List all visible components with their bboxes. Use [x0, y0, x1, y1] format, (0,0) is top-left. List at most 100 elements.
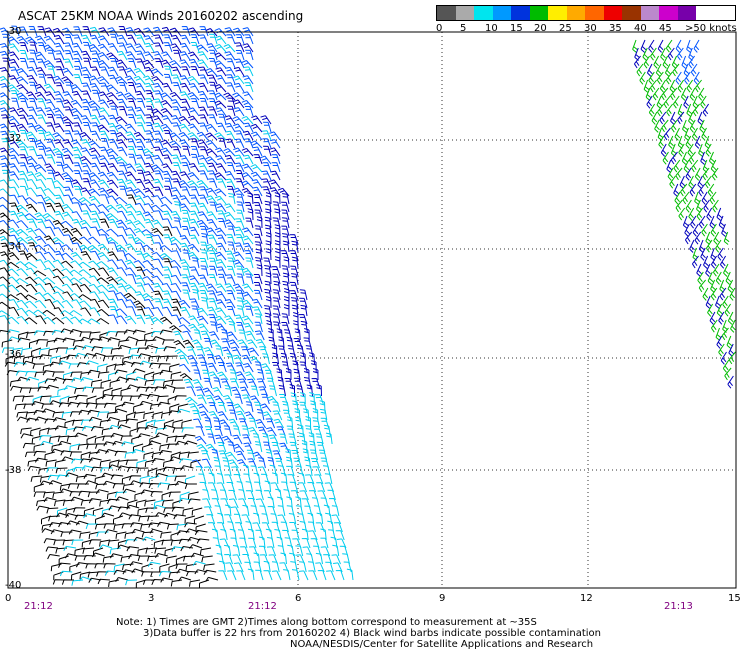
wind-barb: [169, 403, 180, 413]
wind-barb: [193, 515, 205, 525]
wind-barb: [149, 362, 162, 368]
wind-barb: [107, 122, 119, 133]
wind-barb: [320, 546, 331, 557]
wind-barb: [684, 223, 690, 237]
wind-barb: [171, 306, 182, 317]
wind-barb: [306, 384, 313, 397]
wind-barb: [187, 180, 200, 189]
wind-barb: [232, 434, 243, 445]
wind-barb: [190, 138, 200, 149]
wind-barb: [25, 236, 38, 245]
wind-barb: [101, 512, 115, 518]
wind-barb: [182, 289, 191, 301]
wind-barb: [320, 537, 329, 549]
wind-barb: [241, 299, 254, 309]
wind-barb: [688, 175, 694, 189]
wind-barb: [88, 188, 101, 197]
wind-barb: [43, 497, 57, 503]
wind-barb: [96, 261, 110, 269]
wind-barb: [675, 199, 683, 213]
wind-barb: [241, 60, 254, 69]
wind-barb: [223, 425, 232, 437]
wind-barb: [171, 506, 185, 512]
wind-barb: [59, 488, 73, 494]
wind-barb: [265, 427, 277, 437]
wind-barb: [108, 290, 119, 301]
wind-barb: [633, 55, 641, 69]
wind-barb: [270, 482, 281, 493]
wind-barb: [137, 547, 149, 556]
wind-barb: [152, 371, 164, 380]
wind-barb: [159, 369, 173, 375]
wind-barb: [226, 162, 236, 173]
wind-barb: [136, 467, 149, 474]
wind-barb: [163, 346, 177, 352]
wind-barb: [98, 267, 110, 277]
wind-barb: [197, 211, 209, 221]
wind-barb: [133, 188, 146, 197]
wind-barb: [153, 146, 164, 157]
wind-barb: [232, 92, 245, 101]
wind-barb: [244, 34, 254, 45]
wind-barb: [35, 251, 47, 261]
wind-barb: [108, 314, 119, 325]
wind-barb: [179, 203, 191, 213]
wind-barb: [195, 426, 205, 437]
wind-barb: [236, 289, 245, 301]
wind-barb: [308, 570, 318, 581]
wind-barb: [214, 251, 227, 261]
wind-barb: [690, 63, 698, 77]
wind-barb: [108, 424, 122, 430]
wind-barb: [44, 235, 56, 245]
wind-barb: [105, 236, 119, 245]
wind-barb: [689, 183, 697, 197]
wind-barb: [219, 560, 226, 573]
wind-barb: [317, 570, 327, 581]
wind-barb: [250, 123, 263, 133]
wind-barb: [214, 315, 227, 325]
wind-barb: [95, 483, 107, 490]
wind-barb: [169, 236, 182, 245]
wind-barb: [171, 266, 182, 277]
wind-barb: [200, 330, 211, 341]
wind-barb: [691, 159, 699, 173]
wind-barb: [78, 294, 92, 301]
wind-barb: [279, 442, 290, 453]
wind-barb: [241, 514, 252, 525]
wind-barb: [311, 360, 317, 373]
wind-barb: [29, 41, 38, 53]
wind-barb: [255, 419, 267, 429]
wind-barb: [8, 75, 20, 85]
wind-barb: [34, 244, 47, 253]
wind-barb: [215, 345, 224, 357]
wind-barb: [103, 523, 116, 529]
wind-barb: [298, 314, 308, 325]
wind-barb: [175, 480, 189, 486]
wind-barb: [153, 290, 164, 301]
wind-barb: [64, 34, 74, 45]
wind-barb: [88, 140, 101, 149]
wind-barb: [125, 459, 138, 466]
wind-barb: [179, 171, 191, 181]
lat-label-32: -32: [5, 133, 22, 144]
wind-barb: [197, 315, 209, 325]
wind-barb: [127, 82, 137, 93]
wind-barb: [54, 499, 66, 507]
wind-barb: [149, 528, 163, 534]
wind-barb: [51, 329, 65, 336]
wind-barb: [125, 211, 137, 221]
wind-barb: [233, 75, 245, 85]
wind-barb: [123, 252, 137, 261]
wind-barb: [162, 226, 173, 237]
wind-barb: [694, 191, 700, 205]
wind-barb: [63, 42, 74, 53]
wind-barb: [237, 339, 249, 349]
wind-barb: [716, 303, 723, 317]
wind-barb: [42, 309, 56, 317]
wind-barb: [33, 483, 45, 492]
wind-barb: [300, 304, 308, 317]
wind-barb: [242, 43, 254, 53]
wind-barb: [227, 225, 236, 237]
wind-barb: [78, 277, 92, 285]
wind-barb: [154, 553, 168, 558]
